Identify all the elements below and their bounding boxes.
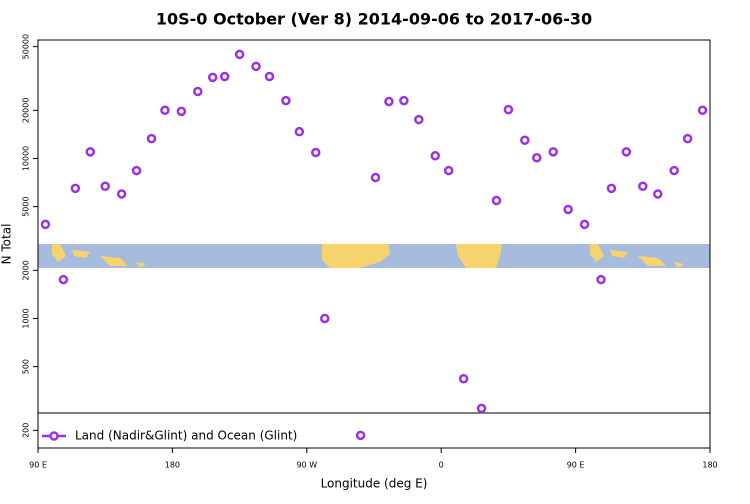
x-tick-label: 90 E — [567, 461, 585, 470]
point — [579, 219, 590, 230]
point — [264, 71, 275, 82]
point — [85, 147, 96, 157]
y-tick-label: 10000 — [22, 146, 31, 171]
chart-title: 10S-0 October (Ver 8) 2014-09-06 to 2017… — [156, 10, 592, 29]
point — [370, 172, 381, 183]
point — [40, 219, 51, 230]
point — [697, 105, 708, 116]
y-tick-label: 2000 — [22, 260, 31, 280]
land — [456, 244, 502, 268]
point — [311, 147, 321, 158]
point — [176, 106, 187, 117]
plot-frame — [37, 39, 711, 449]
point — [520, 135, 530, 145]
x-tick-label: 180 — [165, 461, 180, 470]
point — [491, 195, 502, 206]
x-tick-label: 90 W — [296, 461, 317, 470]
point — [669, 165, 679, 176]
y-tick-label: 1000 — [22, 308, 31, 328]
point — [131, 165, 142, 176]
point — [476, 403, 487, 414]
map-band — [38, 244, 710, 268]
point — [193, 86, 203, 97]
point — [430, 150, 440, 161]
y-tick-label: 5000 — [22, 196, 31, 216]
point — [414, 114, 424, 125]
point — [443, 165, 454, 176]
legend-label: Land (Nadir&Glint) and Ocean (Glint) — [75, 429, 297, 443]
point — [234, 49, 245, 60]
legend-marker — [49, 431, 59, 441]
point — [682, 133, 693, 144]
point — [532, 153, 542, 163]
x-tick-label: 90 E — [29, 461, 47, 470]
point — [384, 96, 394, 107]
point — [146, 133, 157, 144]
point — [58, 274, 69, 285]
y-axis-label: N Total — [0, 224, 14, 265]
point — [563, 204, 573, 215]
y-tick-label: 500 — [22, 359, 31, 374]
point — [458, 373, 469, 384]
point — [638, 181, 648, 192]
point — [399, 95, 409, 106]
point — [116, 189, 127, 199]
point — [70, 183, 81, 194]
point — [503, 104, 514, 115]
point — [319, 313, 330, 324]
y-tick-label: 200 — [22, 423, 31, 438]
point — [219, 71, 230, 82]
land — [322, 244, 390, 268]
y-tick-label: 20000 — [22, 98, 31, 123]
point — [207, 72, 218, 83]
x-axis-label: Longitude (deg E) — [321, 477, 428, 491]
point — [596, 274, 606, 285]
point — [160, 105, 170, 116]
point — [606, 183, 617, 194]
point — [281, 95, 291, 106]
point — [652, 189, 663, 199]
y-tick-label: 50000 — [22, 34, 31, 59]
point — [251, 61, 261, 72]
point — [294, 126, 305, 137]
point — [621, 147, 632, 157]
land — [52, 244, 146, 268]
x-tick-label: 180 — [702, 461, 717, 470]
point — [355, 430, 366, 441]
x-tick-label: 0 — [439, 461, 444, 470]
land — [590, 244, 684, 268]
point — [548, 147, 558, 157]
point — [100, 181, 110, 192]
